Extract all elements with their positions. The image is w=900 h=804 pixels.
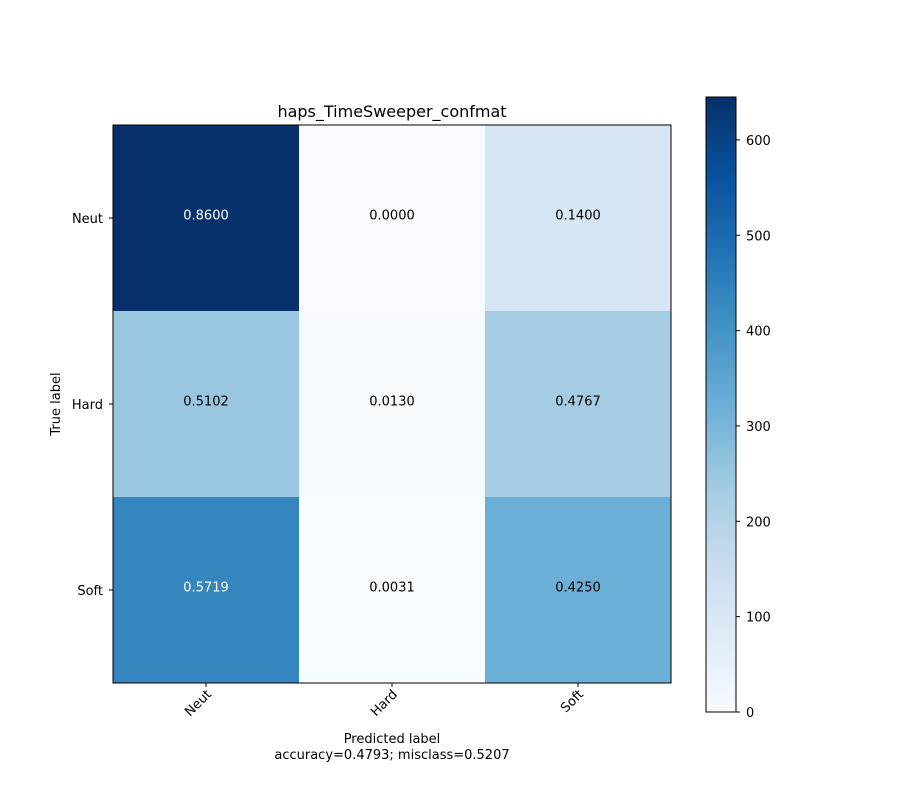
colorbar (705, 96, 737, 713)
heatmap-cell (485, 125, 671, 311)
cell-value-label: 0.4250 (555, 581, 601, 596)
x-axis-label: Predicted label (344, 732, 441, 747)
chart-title: haps_TimeSweeper_confmat (277, 102, 506, 122)
colorbar-tick-label: 100 (746, 611, 771, 626)
cell-value-label: 0.1400 (555, 209, 601, 224)
colorbar-ticks: 0 100 200 300 400 500 600 (736, 134, 771, 721)
cell-value-label: 0.5102 (183, 395, 229, 410)
heatmap-cell (113, 125, 299, 311)
y-tick-label: Neut (72, 212, 103, 227)
heatmap-cell (113, 311, 299, 497)
y-tick-label: Soft (77, 584, 103, 599)
colorbar-tick-label: 400 (746, 325, 771, 340)
x-tick-label: Hard (368, 687, 401, 720)
colorbar-tick-label: 300 (746, 420, 771, 435)
colorbar-tick-label: 500 (746, 229, 771, 244)
cell-value-label: 0.8600 (183, 209, 229, 224)
cell-value-label: 0.0000 (369, 209, 415, 224)
x-axis-ticks: Neut Hard Soft (182, 683, 587, 720)
colorbar-tick-label: 600 (746, 134, 771, 149)
x-tick-label: Soft (558, 687, 587, 716)
x-axis-accuracy-note: accuracy=0.4793; misclass=0.5207 (274, 748, 509, 763)
y-axis-label: True label (49, 372, 64, 436)
y-axis-ticks: Neut Hard Soft (72, 212, 113, 599)
colorbar-tick-label: 200 (746, 515, 771, 530)
cell-value-label: 0.0031 (369, 581, 415, 596)
heatmap-cell (299, 311, 485, 497)
heatmap-cell (299, 125, 485, 311)
heatmap-cell (485, 311, 671, 497)
colorbar-tick-label: 0 (746, 706, 754, 721)
heatmap-cell (113, 497, 299, 683)
cell-value-label: 0.0130 (369, 395, 415, 410)
heatmap-cells: 0.8600 0.0000 0.1400 0.5102 0.0130 0.4767 0.57… (113, 125, 671, 683)
heatmap-cell (485, 497, 671, 683)
y-tick-label: Hard (72, 398, 103, 413)
x-tick-label: Neut (182, 687, 215, 720)
cell-value-label: 0.5719 (183, 581, 229, 596)
cell-value-label: 0.4767 (555, 395, 601, 410)
heatmap-cell (299, 497, 485, 683)
